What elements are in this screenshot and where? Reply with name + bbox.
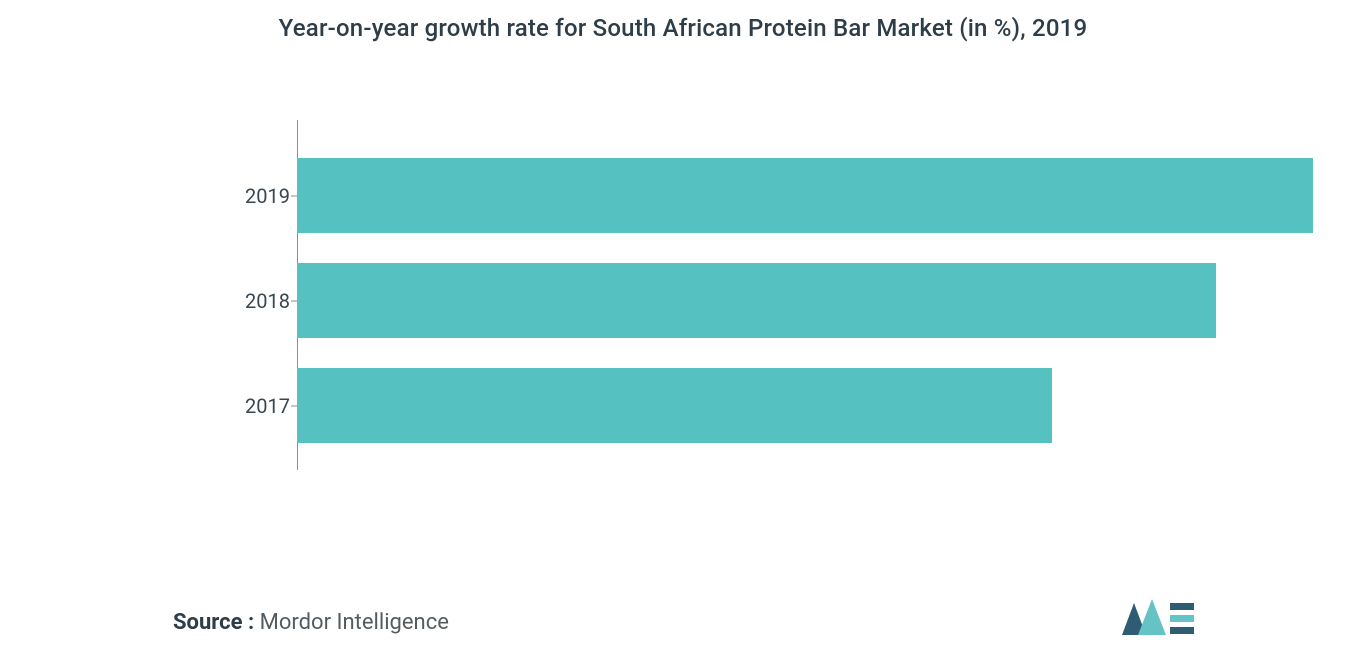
bar-row — [297, 158, 1313, 233]
y-axis-label: 2019 — [242, 184, 290, 208]
plot-area: 201920182017 — [297, 120, 1313, 470]
bar — [297, 158, 1313, 233]
bar — [297, 368, 1052, 443]
source-text: Mordor Intelligence — [260, 610, 449, 635]
mordor-logo-icon — [1120, 597, 1196, 645]
bar — [297, 263, 1216, 338]
chart-title: Year-on-year growth rate for South Afric… — [0, 14, 1366, 42]
chart-container: Year-on-year growth rate for South Afric… — [0, 0, 1366, 655]
bar-row — [297, 263, 1216, 338]
bar-row — [297, 368, 1052, 443]
y-axis-tick — [291, 300, 297, 301]
y-axis-tick — [291, 195, 297, 196]
source-line: Source : Mordor Intelligence — [173, 610, 449, 635]
y-axis-tick — [291, 405, 297, 406]
y-axis-label: 2017 — [242, 394, 290, 418]
source-label: Source : — [173, 610, 260, 635]
y-axis-label: 2018 — [242, 289, 290, 313]
